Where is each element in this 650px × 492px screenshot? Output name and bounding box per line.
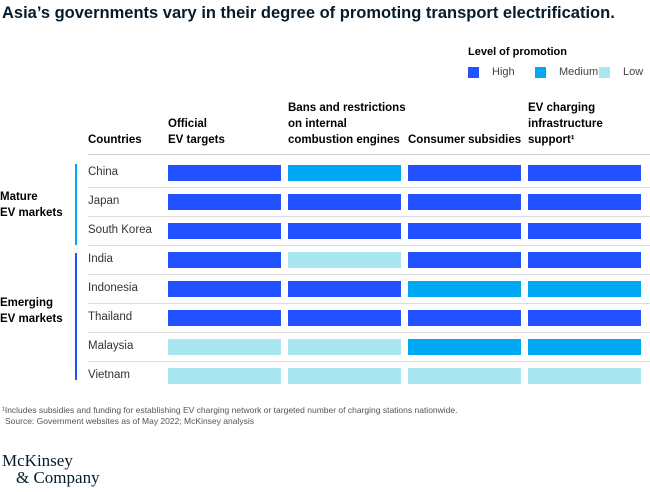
country-label: India (88, 253, 113, 265)
legend-label: Medium (559, 66, 599, 78)
cell-high (408, 194, 521, 210)
cell-low (168, 368, 281, 384)
cell-low (408, 368, 521, 384)
row-divider (88, 187, 650, 188)
cell-high (168, 310, 281, 326)
cell-high (408, 165, 521, 181)
legend-title: Level of promotion (468, 46, 567, 58)
cell-high (168, 223, 281, 239)
legend-item-high: High (468, 66, 515, 78)
cell-low (288, 368, 401, 384)
legend-swatch-low (599, 66, 610, 78)
emerging-group-bracket (75, 253, 77, 380)
legend-swatch-high (468, 66, 479, 78)
header-charging-support: EV charging infrastructure support¹ (528, 102, 603, 146)
cell-high (288, 281, 401, 297)
cell-high (288, 194, 401, 210)
row-divider (88, 216, 650, 217)
header-countries: Countries (88, 134, 142, 146)
header-divider (88, 154, 650, 155)
legend-swatch-medium (535, 66, 546, 78)
header-bans: Bans and restrictions on internal combusti… (288, 102, 406, 146)
cell-medium (528, 281, 641, 297)
footnotes: ¹Includes subsidies and funding for esta… (2, 405, 458, 427)
country-label: Japan (88, 195, 120, 207)
cell-low (168, 339, 281, 355)
legend-label: High (492, 66, 515, 78)
header-official-ev-targets: Official EV targets (168, 118, 225, 146)
row-divider (88, 361, 650, 362)
cell-high (528, 310, 641, 326)
header-consumer-subsidies: Consumer subsidies (408, 134, 522, 146)
country-label: China (88, 166, 119, 178)
cell-high (168, 281, 281, 297)
cell-low (288, 339, 401, 355)
legend-item-low: Low (599, 66, 643, 78)
cell-medium (288, 165, 401, 181)
cell-medium (408, 339, 521, 355)
cell-medium (408, 281, 521, 297)
cell-high (288, 223, 401, 239)
cell-high (528, 223, 641, 239)
cell-medium (528, 339, 641, 355)
row-divider (88, 274, 650, 275)
country-label: Thailand (88, 311, 133, 323)
chart-title: Asia’s governments vary in their degree … (2, 4, 615, 22)
cell-low (288, 252, 401, 268)
cell-high (408, 223, 521, 239)
mckinsey-logo: McKinsey & Company (2, 451, 100, 487)
cell-high (168, 165, 281, 181)
legend-label: Low (623, 66, 644, 78)
footnote: ¹Includes subsidies and funding for esta… (2, 405, 458, 415)
cell-high (408, 252, 521, 268)
cell-low (528, 368, 641, 384)
legend-item-medium: Medium (535, 66, 598, 78)
cell-high (288, 310, 401, 326)
row-divider (88, 332, 650, 333)
group-label-emerging: Emerging EV markets (0, 297, 63, 325)
row-divider (88, 303, 650, 304)
country-label: Indonesia (88, 282, 138, 294)
mature-group-bracket (75, 164, 77, 245)
cell-high (168, 194, 281, 210)
country-label: Malaysia (88, 340, 134, 352)
cell-high (528, 165, 641, 181)
source-note: Source: Government websites as of May 20… (5, 416, 254, 426)
cell-high (528, 194, 641, 210)
cell-high (168, 252, 281, 268)
country-label: South Korea (88, 224, 152, 236)
cell-high (528, 252, 641, 268)
group-label-mature: Mature EV markets (0, 191, 63, 219)
country-label: Vietnam (88, 369, 130, 381)
row-divider (88, 245, 650, 246)
cell-high (408, 310, 521, 326)
